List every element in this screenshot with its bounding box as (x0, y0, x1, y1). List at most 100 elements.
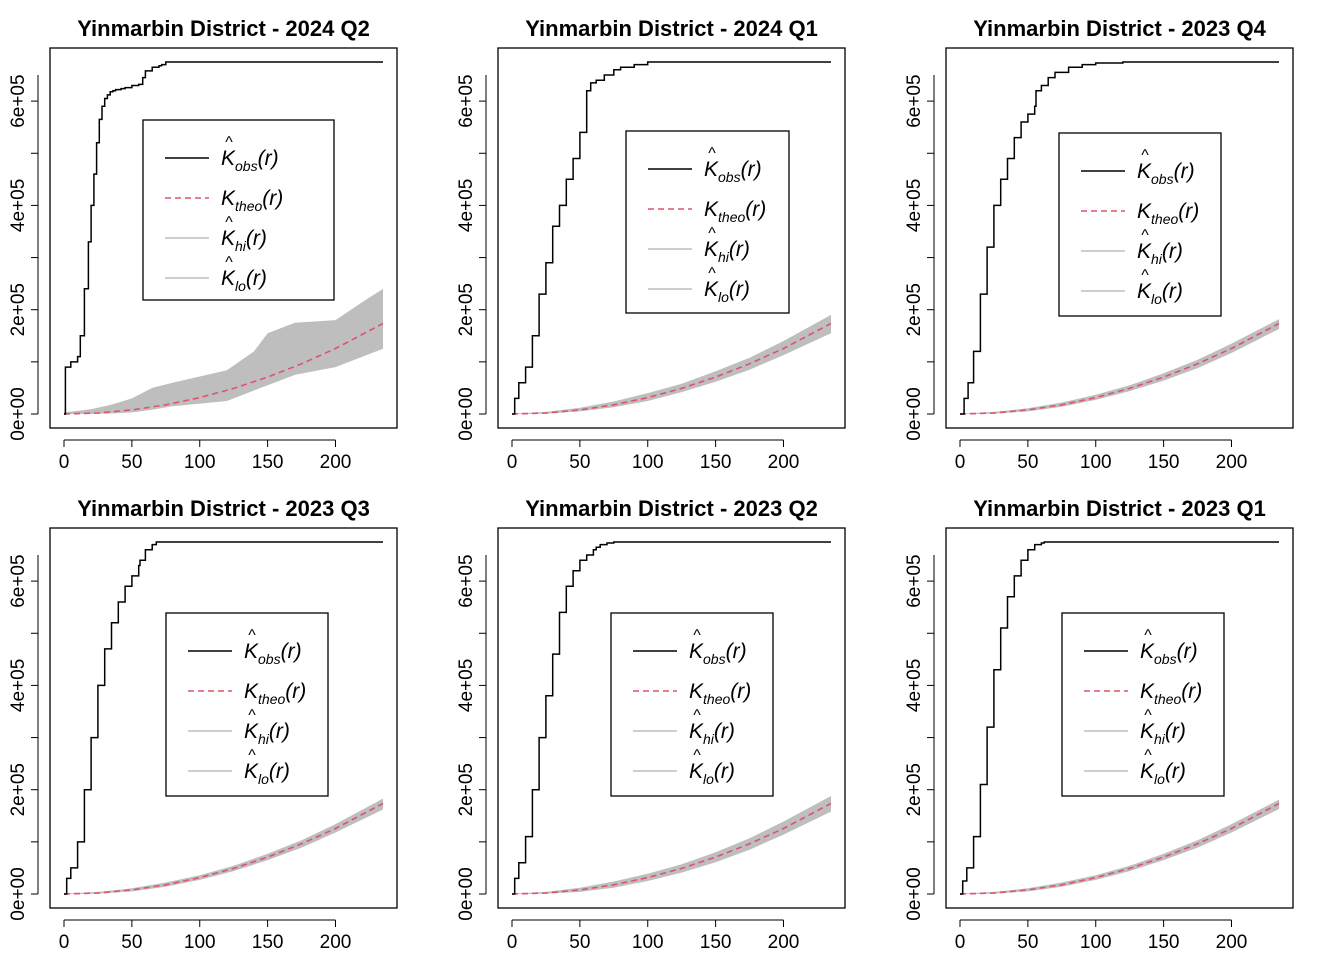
theoretical-line (63, 322, 384, 415)
legend-box (610, 612, 774, 797)
x-tick-label: 200 (768, 932, 800, 953)
x-tick-label: 0 (59, 452, 70, 473)
legend-hat: ^ (708, 225, 716, 242)
legend-hat: ^ (225, 254, 233, 271)
legend-label-lo: Klo(r) (689, 760, 735, 787)
legend-hat: ^ (1141, 147, 1149, 164)
envelope-band (64, 798, 383, 894)
legend-label-lo: Klo(r) (1137, 280, 1183, 307)
x-tick-label: 100 (632, 932, 664, 953)
panel-title: Yinmarbin District - 2023 Q1 (973, 496, 1266, 521)
legend-label-obs: Kobs(r) (689, 640, 747, 667)
legend-label-theo: Ktheo(r) (689, 680, 751, 707)
legend-label-obs: Kobs(r) (221, 147, 279, 174)
observed-line (64, 61, 383, 415)
y-tick-label: 4e+05 (8, 659, 29, 712)
legend-label-theo: Ktheo(r) (244, 680, 306, 707)
y-tick-label: 0e+00 (456, 867, 477, 920)
legend-label-obs: Kobs(r) (1137, 160, 1195, 187)
panel-title: Yinmarbin District - 2024 Q2 (77, 16, 370, 41)
legend-box (142, 119, 335, 301)
legend-label-lo: Klo(r) (1140, 760, 1186, 787)
legend-label-obs: Kobs(r) (704, 158, 762, 185)
y-tick-label: 0e+00 (904, 867, 925, 920)
envelope-band (512, 796, 831, 894)
legend: Kobs(r)^Ktheo(r)Khi(r)^Klo(r)^ (610, 612, 774, 797)
legend-hat: ^ (693, 707, 701, 724)
y-tick-label: 6e+05 (8, 554, 29, 607)
legend-label-obs: Kobs(r) (1140, 640, 1198, 667)
observed-line (512, 541, 831, 895)
x-tick-label: 0 (507, 932, 518, 953)
panel-title: Yinmarbin District - 2023 Q4 (973, 16, 1266, 41)
legend-hat: ^ (225, 214, 233, 231)
theoretical-line (511, 322, 832, 415)
x-tick-label: 100 (1080, 932, 1112, 953)
panel-1: Yinmarbin District - 2024 Q2 0 50 100 150 200… (8, 16, 398, 473)
theoretical-line (511, 802, 832, 895)
legend-label-lo: Klo(r) (244, 760, 290, 787)
plot-frame (49, 47, 398, 429)
legend-box (1058, 132, 1222, 317)
panel-5: Yinmarbin District - 2023 Q2 0 50 100 150 200… (456, 496, 846, 953)
y-tick-label: 4e+05 (456, 179, 477, 232)
legend-label-lo: Klo(r) (221, 267, 267, 294)
x-tick-label: 150 (1148, 452, 1180, 473)
y-tick-label: 0e+00 (8, 867, 29, 920)
panel-title: Yinmarbin District - 2023 Q3 (77, 496, 370, 521)
x-tick-label: 200 (1216, 452, 1248, 473)
panel-title: Yinmarbin District - 2024 Q1 (525, 16, 818, 41)
y-tick-label: 4e+05 (904, 659, 925, 712)
x-tick-label: 200 (320, 452, 352, 473)
panel-6: Yinmarbin District - 2023 Q1 0 50 100 150 200… (904, 496, 1294, 953)
envelope-band (960, 319, 1279, 414)
y-tick-label: 2e+05 (904, 763, 925, 816)
x-tick-label: 50 (569, 452, 590, 473)
legend-hat: ^ (1141, 227, 1149, 244)
observed-line (64, 541, 383, 895)
x-tick-label: 150 (1148, 932, 1180, 953)
x-tick-label: 150 (252, 932, 284, 953)
legend: Kobs(r)^Ktheo(r)Khi(r)^Klo(r)^ (1061, 612, 1225, 797)
x-tick-label: 150 (700, 452, 732, 473)
legend: Kobs(r)^Ktheo(r)Khi(r)^Klo(r)^ (142, 119, 335, 301)
y-tick-label: 4e+05 (8, 179, 29, 232)
plot-frame (49, 527, 398, 909)
legend-hat: ^ (1144, 747, 1152, 764)
x-tick-label: 200 (1216, 932, 1248, 953)
legend-box (165, 612, 329, 797)
y-tick-label: 0e+00 (456, 387, 477, 440)
x-tick-label: 50 (569, 932, 590, 953)
y-tick-label: 6e+05 (8, 74, 29, 127)
legend-hat: ^ (248, 627, 256, 644)
x-tick-label: 100 (184, 932, 216, 953)
y-tick-label: 6e+05 (904, 74, 925, 127)
observed-line (960, 61, 1279, 415)
y-tick-label: 0e+00 (904, 387, 925, 440)
x-tick-label: 50 (121, 452, 142, 473)
legend-label-theo: Ktheo(r) (221, 187, 283, 214)
plot-frame (497, 527, 846, 909)
envelope-band (512, 314, 831, 414)
x-tick-label: 200 (320, 932, 352, 953)
observed-line (960, 541, 1279, 895)
observed-line (512, 61, 831, 415)
y-tick-label: 6e+05 (904, 554, 925, 607)
legend-label-hi: Khi(r) (1140, 720, 1186, 747)
x-tick-label: 150 (252, 452, 284, 473)
panel-3: Yinmarbin District - 2023 Q4 0 50 100 150 200… (904, 16, 1294, 473)
legend-label-hi: Khi(r) (1137, 240, 1183, 267)
legend-label-theo: Ktheo(r) (1140, 680, 1202, 707)
legend: Kobs(r)^Ktheo(r)Khi(r)^Klo(r)^ (625, 130, 790, 314)
x-tick-label: 0 (955, 932, 966, 953)
legend-label-theo: Ktheo(r) (1137, 200, 1199, 227)
legend-label-hi: Khi(r) (244, 720, 290, 747)
legend: Kobs(r)^Ktheo(r)Khi(r)^Klo(r)^ (1058, 132, 1222, 317)
theoretical-line (63, 802, 384, 895)
x-tick-label: 100 (184, 452, 216, 473)
legend-hat: ^ (225, 134, 233, 151)
envelope-band (64, 288, 383, 414)
x-tick-label: 100 (632, 452, 664, 473)
legend-box (625, 130, 790, 314)
